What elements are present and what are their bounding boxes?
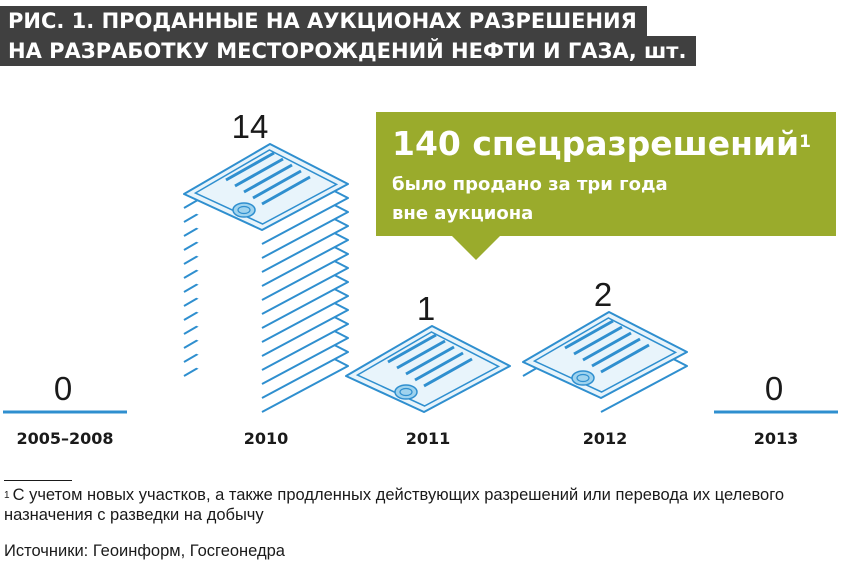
callout-line-2: было продано за три года <box>392 174 668 195</box>
document-text-line <box>225 151 275 182</box>
bar-2012: 2 2012 <box>522 276 688 448</box>
seal-inner-ring <box>576 373 590 383</box>
callout-line-3: вне аукциона <box>392 203 534 224</box>
document-text-line <box>600 343 650 374</box>
document-text-line <box>261 175 311 206</box>
document-text-line <box>423 357 473 388</box>
chart-area: 0 2005–2008 14 2010 1 2011 2 2012 0 2013 <box>3 108 838 448</box>
category-label: 2013 <box>754 429 799 448</box>
seal-inner-ring <box>237 205 251 215</box>
callout-pointer <box>450 234 502 260</box>
document-text-line <box>564 319 614 350</box>
document-text-line <box>396 339 446 370</box>
category-label: 2005–2008 <box>16 429 113 448</box>
document-icon <box>183 143 349 231</box>
value-label: 0 <box>54 370 72 407</box>
callout-headline: 140 спецразрешений1 <box>392 124 811 164</box>
value-label: 1 <box>417 290 435 327</box>
bar-2011: 1 2011 <box>345 290 511 448</box>
bar-2005–2008: 0 2005–2008 <box>3 370 127 448</box>
footnote-text: С учетом новых участков, а также продлен… <box>4 486 785 524</box>
document-text-line <box>387 333 437 364</box>
callout-footnote-marker: 1 <box>799 132 811 152</box>
chart-title-line-1: РИС. 1. ПРОДАННЫЕ НА АУКЦИОНАХ РАЗРЕШЕНИ… <box>0 6 647 36</box>
document-text-line <box>234 157 284 188</box>
value-label: 0 <box>765 370 783 407</box>
callout-box: 140 спецразрешений1 было продано за три … <box>376 112 836 236</box>
document-icon <box>345 325 511 413</box>
footnote-rule <box>4 480 72 481</box>
document-text-line <box>573 325 623 356</box>
value-label: 2 <box>594 276 612 313</box>
seal-inner-ring <box>399 387 413 397</box>
chart-title-line-2: НА РАЗРАБОТКУ МЕСТОРОЖДЕНИЙ НЕФТИ И ГАЗА… <box>0 36 697 66</box>
category-label: 2012 <box>583 429 628 448</box>
sources-note: Источники: Геоинформ, Госгеонедра <box>4 542 285 560</box>
document-text-line <box>243 163 293 194</box>
document-text-line <box>405 345 455 376</box>
document-text-line <box>582 331 632 362</box>
document-text-line <box>591 337 641 368</box>
category-label: 2011 <box>406 429 451 448</box>
seal-icon <box>571 370 595 386</box>
callout-subtext: было продано за три года вне аукциона <box>392 170 822 228</box>
callout-headline-text: 140 спецразрешений <box>392 124 800 163</box>
category-label: 2010 <box>244 429 289 448</box>
document-text-line <box>252 169 302 200</box>
seal-icon <box>232 202 256 218</box>
footnote-marker: 1 <box>4 490 10 501</box>
bar-2013: 0 2013 <box>714 370 838 448</box>
seal-icon <box>394 384 418 400</box>
value-label: 14 <box>232 108 269 145</box>
document-text-line <box>414 351 464 382</box>
document-icon <box>522 311 688 399</box>
bar-2010: 14 2010 <box>183 108 349 448</box>
